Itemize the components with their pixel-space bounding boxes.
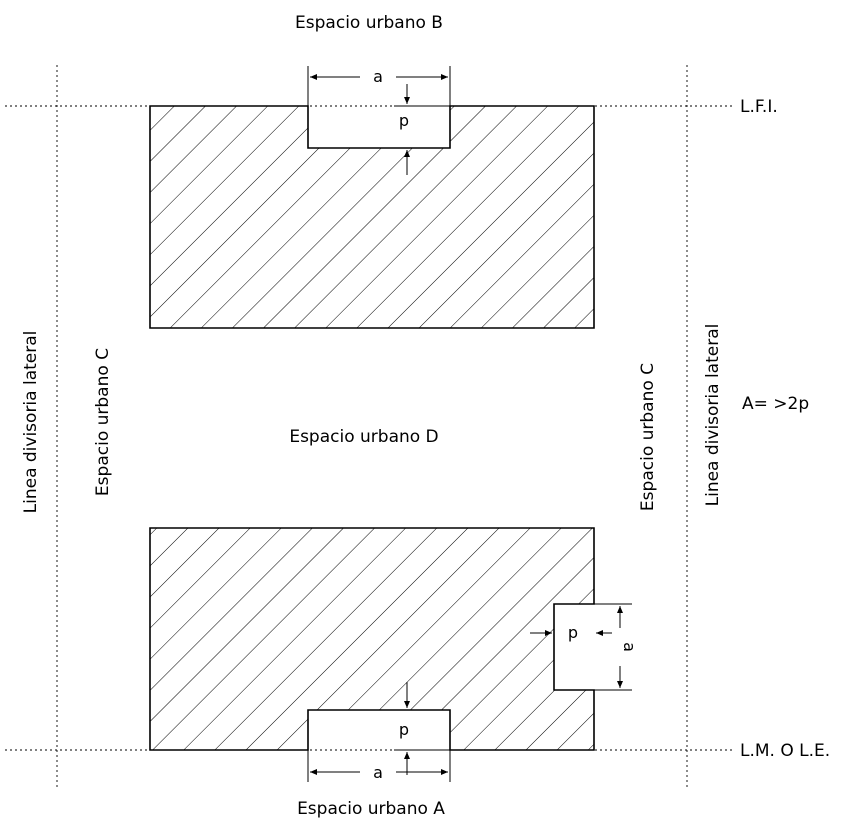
bottom-p-label: p [399,720,409,739]
right-p-label: p [568,623,578,642]
label-lfi: L.F.I. [740,97,778,117]
bottom-building-hatch [150,528,594,750]
label-espacio-a: Espacio urbano A [297,799,445,819]
label-formula: A= >2p [742,394,809,414]
label-left-divisoria: Linea divisoria lateral [21,331,41,514]
label-right-espacio-c: Espacio urbano C [638,363,658,511]
right-a-label: a [620,642,639,652]
label-right-divisoria: Linea divisoria lateral [703,324,723,507]
bottom-a-label: a [373,763,383,782]
label-espacio-b: Espacio urbano B [295,13,443,33]
label-lm: L.M. O L.E. [740,741,830,761]
top-a-label: a [373,67,383,86]
label-espacio-d: Espacio urbano D [289,427,438,447]
top-building-hatch [150,106,594,328]
top-p-label: p [399,111,409,130]
label-left-espacio-c: Espacio urbano C [93,348,113,496]
